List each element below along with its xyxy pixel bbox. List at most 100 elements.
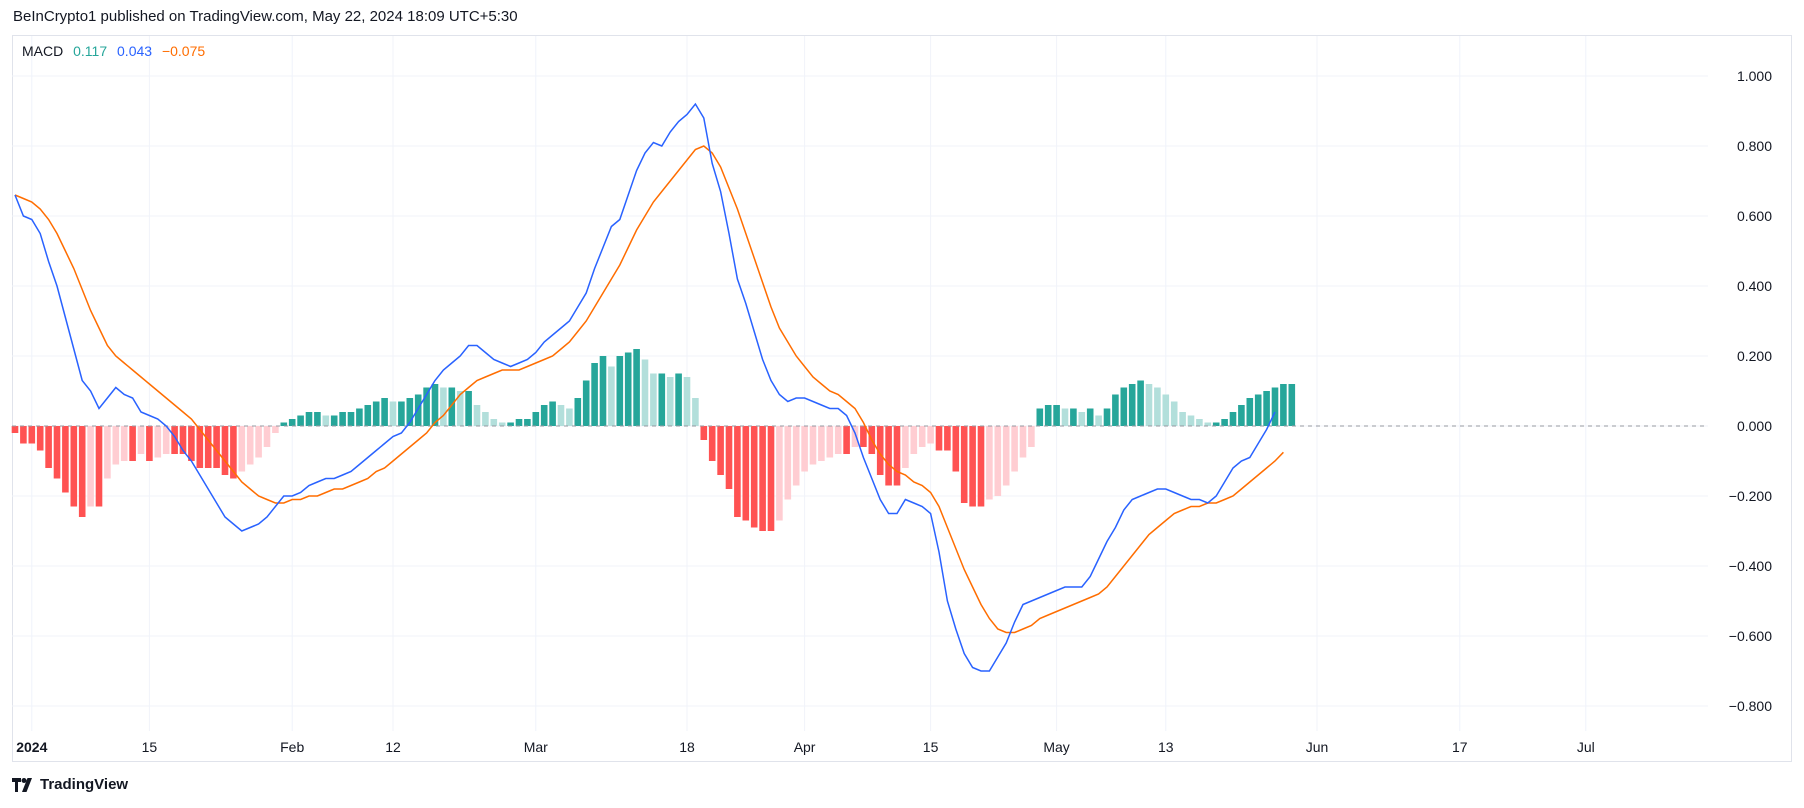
histogram-bar	[1061, 408, 1069, 426]
y-axis[interactable]: 1.000 0.800 0.600 0.400 0.200 0.000 −0.200 −0.4…	[1729, 68, 1772, 714]
histogram-bar	[608, 366, 615, 426]
histogram-bar	[339, 412, 346, 426]
histogram-bar	[843, 426, 850, 454]
indicator-legend[interactable]: MACD 0.117 0.043 −0.075	[22, 43, 211, 59]
histogram-bar	[1162, 394, 1170, 426]
histogram-bar	[238, 426, 246, 472]
histogram-bar	[893, 426, 901, 486]
y-tick-label: −0.600	[1729, 628, 1772, 644]
histogram-bar	[1120, 387, 1128, 426]
x-tick-label: 2024	[16, 739, 47, 755]
histogram-bar	[1011, 426, 1018, 472]
chart-panel[interactable]	[12, 35, 1792, 762]
histogram-bar	[1053, 405, 1060, 426]
histogram-bar	[423, 387, 430, 426]
histogram-bar	[927, 426, 934, 444]
histogram-bar	[1103, 408, 1111, 426]
histogram-bar	[204, 426, 212, 468]
histogram-bar	[675, 373, 682, 426]
histogram-bar	[1280, 384, 1287, 426]
x-tick-label: 13	[1158, 739, 1174, 755]
histogram-bar	[36, 426, 44, 451]
histogram-bar	[263, 426, 271, 447]
y-tick-label: 0.000	[1737, 418, 1772, 434]
histogram-bar	[87, 426, 94, 507]
y-tick-label: −0.800	[1729, 698, 1772, 714]
tradingview-logo-icon	[12, 777, 34, 792]
histogram-bar	[465, 391, 472, 426]
histogram-bar	[507, 422, 514, 426]
histogram-bar	[398, 401, 405, 426]
histogram-bar	[944, 426, 951, 451]
histogram-bar	[658, 373, 666, 426]
x-tick-label: 15	[923, 739, 939, 755]
histogram-bar	[885, 426, 892, 486]
histogram-bar	[364, 405, 372, 426]
histogram-bar	[255, 426, 262, 458]
histogram-bar	[935, 426, 943, 451]
histogram-bar	[1137, 380, 1144, 426]
histogram-bar	[1078, 412, 1086, 426]
histogram-bar	[725, 426, 733, 489]
histogram-bar	[322, 415, 330, 426]
histogram-bar	[1271, 387, 1279, 426]
histogram-bar	[742, 426, 750, 521]
histogram-bar	[1036, 408, 1044, 426]
histogram-bar	[70, 426, 78, 507]
histogram-bar	[1170, 401, 1178, 426]
x-axis[interactable]: 2024 15 Feb 12 Mar 18 Apr 15 May 13 Jun 17 Jul	[16, 739, 1595, 755]
histogram-bar	[650, 373, 657, 426]
histogram-bar	[406, 398, 414, 426]
histogram-bar	[557, 405, 565, 426]
histogram-bar	[1246, 398, 1254, 426]
histogram-bar	[994, 426, 1002, 496]
histogram-bar	[45, 426, 52, 468]
footer-brand[interactable]: TradingView	[12, 776, 128, 793]
histogram-bar	[708, 426, 716, 461]
histogram-bar	[809, 426, 817, 465]
histogram-bar	[818, 426, 825, 461]
histogram-bar	[213, 426, 220, 468]
y-tick-label: 0.800	[1737, 138, 1772, 154]
histogram-bar	[1179, 412, 1186, 426]
histogram-bar	[356, 408, 363, 426]
histogram-bar	[482, 412, 489, 426]
histogram-bar	[230, 426, 237, 479]
histogram-bar	[633, 349, 640, 426]
histogram-bar	[549, 401, 556, 426]
x-tick-label: May	[1043, 739, 1069, 755]
histogram-bar	[381, 398, 388, 426]
histogram-bar	[1028, 426, 1035, 447]
histogram-bar	[1095, 415, 1102, 426]
histogram-bar	[53, 426, 61, 479]
legend-signal-value: −0.075	[161, 43, 206, 59]
histogram-bar	[297, 415, 304, 426]
y-tick-label: 0.400	[1737, 278, 1772, 294]
histogram-bar	[1070, 408, 1077, 426]
histogram-bar	[188, 426, 195, 461]
histogram-bar	[801, 426, 808, 472]
signal-line	[14, 145, 1284, 634]
histogram-bar	[389, 401, 397, 426]
histogram-bar	[977, 426, 985, 507]
grid-lines	[12, 36, 1708, 731]
x-tick-label: 12	[385, 739, 401, 755]
histogram-bar	[95, 426, 103, 507]
histogram-bar	[1263, 391, 1270, 426]
histogram-bar	[876, 426, 884, 475]
histogram-bar	[986, 426, 993, 500]
histogram-bar	[171, 426, 178, 454]
histogram-bar	[456, 391, 464, 426]
histogram-bar	[1145, 384, 1153, 426]
histogram-bar	[683, 377, 691, 426]
publication-header: BeInCrypto1 published on TradingView.com…	[13, 8, 518, 25]
legend-macd-value: 0.043	[117, 43, 153, 59]
histogram-bar	[591, 363, 598, 426]
histogram-bar	[431, 384, 439, 426]
histogram-bar	[910, 426, 918, 454]
histogram-bar	[20, 426, 27, 444]
histogram-bar	[490, 419, 498, 426]
histogram-bar	[734, 426, 741, 517]
histogram-bar	[1154, 387, 1161, 426]
